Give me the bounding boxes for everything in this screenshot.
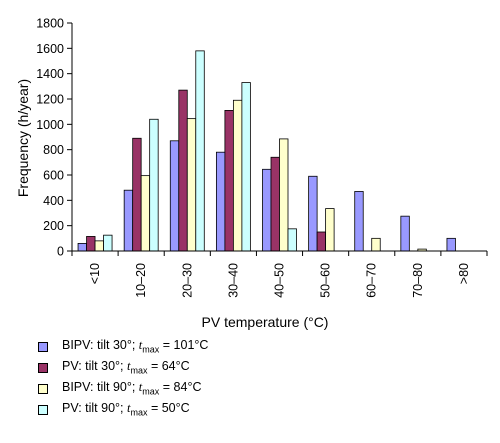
legend-swatch bbox=[38, 362, 48, 373]
legend: BIPV: tilt 30°; tmax = 101°C PV: tilt 30°… bbox=[38, 336, 338, 420]
x-tick-label: 30–40 bbox=[226, 263, 240, 298]
bar bbox=[262, 168, 272, 252]
bar bbox=[371, 237, 381, 252]
bar bbox=[186, 118, 197, 252]
y-tick-label: 1000 bbox=[36, 118, 64, 132]
legend-label: BIPV: tilt 90°; tmax = 84°C bbox=[62, 380, 202, 397]
legend-swatch bbox=[38, 341, 48, 352]
legend-label: BIPV: tilt 30°; tmax = 101°C bbox=[62, 338, 209, 355]
chart: 0 200 400 600 800 1000 1200 1400 1600 1800 <10 10–2… bbox=[15, 17, 488, 330]
x-tick-label: 10–20 bbox=[134, 263, 148, 298]
bar bbox=[77, 242, 87, 252]
bar bbox=[169, 140, 180, 252]
bar bbox=[308, 175, 318, 252]
bar bbox=[195, 50, 205, 252]
bar bbox=[149, 118, 159, 252]
y-tick-label: 1600 bbox=[36, 42, 64, 56]
x-tick-label: <10 bbox=[88, 263, 102, 284]
y-tick-label: 200 bbox=[43, 219, 64, 233]
bar bbox=[232, 99, 243, 252]
bar bbox=[86, 236, 96, 252]
x-tick-label: 60–70 bbox=[365, 263, 379, 298]
bar bbox=[354, 191, 364, 252]
bar bbox=[215, 151, 226, 252]
legend-label: PV: tilt 90°; tmax = 50°C bbox=[62, 401, 190, 418]
x-tick-label: 20–30 bbox=[180, 263, 194, 298]
legend-item: PV: tilt 30°; tmax = 64°C bbox=[38, 357, 338, 378]
bar bbox=[400, 215, 410, 252]
bar bbox=[316, 231, 327, 252]
x-tick-label: >80 bbox=[457, 263, 471, 284]
bar bbox=[94, 240, 104, 252]
legend-label: PV: tilt 30°; tmax = 64°C bbox=[62, 359, 190, 376]
y-tick-label: 1400 bbox=[36, 67, 64, 81]
legend-item: PV: tilt 90°; tmax = 50°C bbox=[38, 399, 338, 420]
plot-area: 0 200 400 600 800 1000 1200 1400 1600 1800 <10 10–2… bbox=[36, 17, 488, 298]
legend-item: BIPV: tilt 30°; tmax = 101°C bbox=[38, 336, 338, 357]
legend-item: BIPV: tilt 90°; tmax = 84°C bbox=[38, 378, 338, 399]
y-tick-label: 0 bbox=[57, 245, 64, 259]
bar bbox=[123, 189, 134, 252]
y-axis-label: Frequency (h/year) bbox=[15, 79, 31, 197]
y-tick-label: 600 bbox=[43, 169, 64, 183]
bar bbox=[103, 234, 113, 252]
bar bbox=[279, 138, 289, 252]
bar bbox=[287, 228, 297, 252]
bar bbox=[132, 137, 142, 252]
bar bbox=[241, 82, 251, 252]
legend-swatch bbox=[38, 383, 48, 394]
bar bbox=[140, 175, 151, 252]
bar bbox=[325, 208, 335, 252]
y-tick-label: 800 bbox=[43, 143, 64, 157]
x-tick-label: 40–50 bbox=[273, 263, 287, 298]
x-tick-label: 70–80 bbox=[411, 263, 425, 298]
legend-swatch bbox=[38, 404, 48, 415]
bar bbox=[178, 89, 188, 252]
bar bbox=[270, 156, 280, 252]
bar bbox=[446, 237, 456, 252]
y-tick-label: 1800 bbox=[36, 17, 64, 31]
x-axis-label: PV temperature (°C) bbox=[202, 314, 329, 330]
x-tick-label: 50–60 bbox=[319, 263, 333, 298]
y-tick-label: 1200 bbox=[36, 93, 64, 107]
bar bbox=[224, 110, 234, 252]
y-tick-label: 400 bbox=[43, 194, 64, 208]
